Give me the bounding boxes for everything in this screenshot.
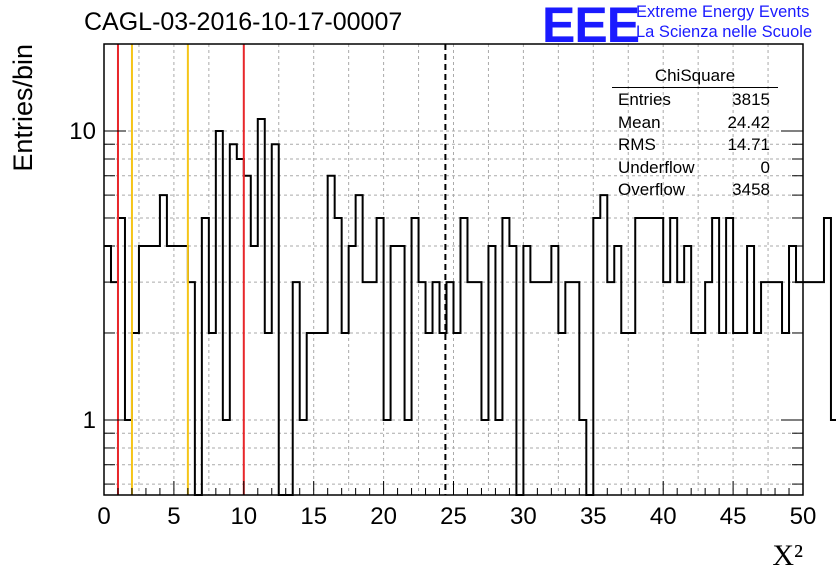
y-tick-label: 1 [83, 407, 96, 434]
x-tick-label: 10 [230, 503, 257, 530]
stats-value: 3458 [732, 180, 770, 199]
stats-row: Mean 24.42 [612, 112, 778, 135]
stats-label: Overflow [618, 180, 686, 199]
x-axis-label: X² [772, 539, 803, 572]
x-tick-label: 45 [720, 503, 747, 530]
stats-label: Underflow [618, 157, 695, 177]
stats-row: RMS 14.71 [612, 134, 778, 157]
y-axis-label: Entries/bin [8, 44, 38, 172]
stats-title: ChiSquare [612, 66, 778, 88]
stats-row: Entries 3815 [612, 89, 778, 112]
marker-lines [116, 44, 447, 495]
stats-label: Entries [618, 90, 671, 109]
x-tick-label: 30 [510, 503, 537, 530]
stats-value: 3815 [732, 90, 770, 109]
eee-logo: EEE [542, 0, 640, 53]
x-tick-label: 40 [650, 503, 677, 530]
stats-row: Underflow 0 [612, 157, 778, 180]
logo-caption: Extreme Energy Events La Scienza nelle S… [636, 2, 812, 42]
stats-value: 0 [760, 157, 770, 177]
stats-value: 14.71 [727, 135, 770, 154]
logo-caption-line1: Extreme Energy Events [636, 3, 810, 21]
logo-caption-line2: La Scienza nelle Scuole [636, 23, 813, 41]
x-tick-label: 15 [300, 503, 327, 530]
y-tick-label: 10 [69, 118, 96, 145]
stats-value: 24.42 [727, 112, 770, 132]
x-axis: 0 5 10 15 20 25 30 35 40 45 50 [97, 481, 816, 530]
x-tick-label: 25 [440, 503, 467, 530]
stats-label: Mean [618, 112, 661, 132]
x-tick-label: 35 [580, 503, 607, 530]
stats-box: ChiSquare Entries 3815 Mean 24.42 RMS 14.71… [612, 66, 778, 202]
x-tick-label: 5 [167, 503, 180, 530]
stats-row: Overflow 3458 [612, 179, 778, 202]
x-tick-label: 20 [370, 503, 397, 530]
stats-label: RMS [618, 135, 656, 154]
x-tick-label: 50 [790, 503, 817, 530]
y-axis: 1 10 [69, 118, 803, 485]
x-tick-label: 0 [97, 503, 110, 530]
chart-title: CAGL-03-2016-10-17-00007 [84, 8, 403, 36]
